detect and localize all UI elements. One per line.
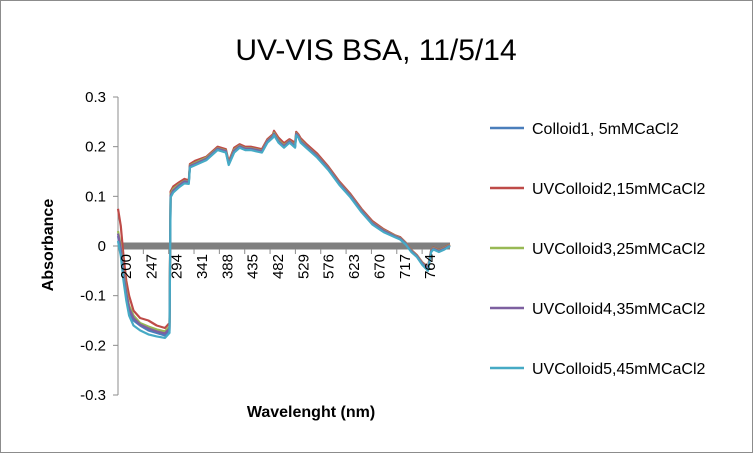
y-axis-title: Absorbance bbox=[40, 199, 57, 292]
legend-label-1: Colloid1, 5mMCaCl2 bbox=[532, 121, 679, 138]
y-tick-label: 0.2 bbox=[85, 139, 106, 156]
x-tick-label: 717 bbox=[397, 254, 414, 279]
series-line-5 bbox=[116, 134, 451, 339]
y-tick-label: -0.2 bbox=[80, 337, 106, 354]
x-tick-label: 435 bbox=[245, 254, 262, 279]
x-tick-label: 482 bbox=[270, 254, 287, 279]
y-tick-label: -0.1 bbox=[80, 288, 106, 305]
plot-area bbox=[116, 97, 451, 395]
x-tick-label: 247 bbox=[143, 254, 160, 279]
x-tick-label: 200 bbox=[118, 254, 135, 279]
legend-label-3: UVColloid3,25mMCaCl2 bbox=[532, 241, 706, 258]
legend-label-5: UVColloid5,45mMCaCl2 bbox=[532, 361, 706, 378]
x-axis-ticks: 200 247 294 341 388 435 482 529 576 623 670 717 764 bbox=[117, 249, 439, 279]
x-tick-label: 294 bbox=[169, 254, 186, 279]
y-tick-label: 0.3 bbox=[85, 89, 106, 106]
x-tick-label: 388 bbox=[219, 254, 236, 279]
y-tick-label: 0.1 bbox=[85, 188, 106, 205]
y-tick-label: 0 bbox=[98, 238, 106, 255]
legend-label-2: UVColloid2,15mMCaCl2 bbox=[532, 181, 706, 198]
y-tick-label: -0.3 bbox=[80, 387, 106, 404]
x-tick-label: 341 bbox=[194, 254, 211, 279]
x-tick-label: 670 bbox=[371, 254, 388, 279]
y-axis-ticks: 0.3 0.2 0.1 0 -0.1 -0.2 -0.3 bbox=[80, 89, 118, 404]
x-tick-label: 623 bbox=[346, 254, 363, 279]
x-tick-label: 576 bbox=[321, 254, 338, 279]
legend: Colloid1, 5mMCaCl2 UVColloid2,15mMCaCl2 UV… bbox=[490, 121, 706, 378]
x-tick-label: 764 bbox=[422, 254, 439, 279]
x-axis-title: Wavelenght (nm) bbox=[247, 404, 375, 421]
x-tick-label: 529 bbox=[295, 254, 312, 279]
legend-label-4: UVColloid4,35mMCaCl2 bbox=[532, 301, 706, 318]
chart-title: UV-VIS BSA, 11/5/14 bbox=[235, 34, 516, 67]
